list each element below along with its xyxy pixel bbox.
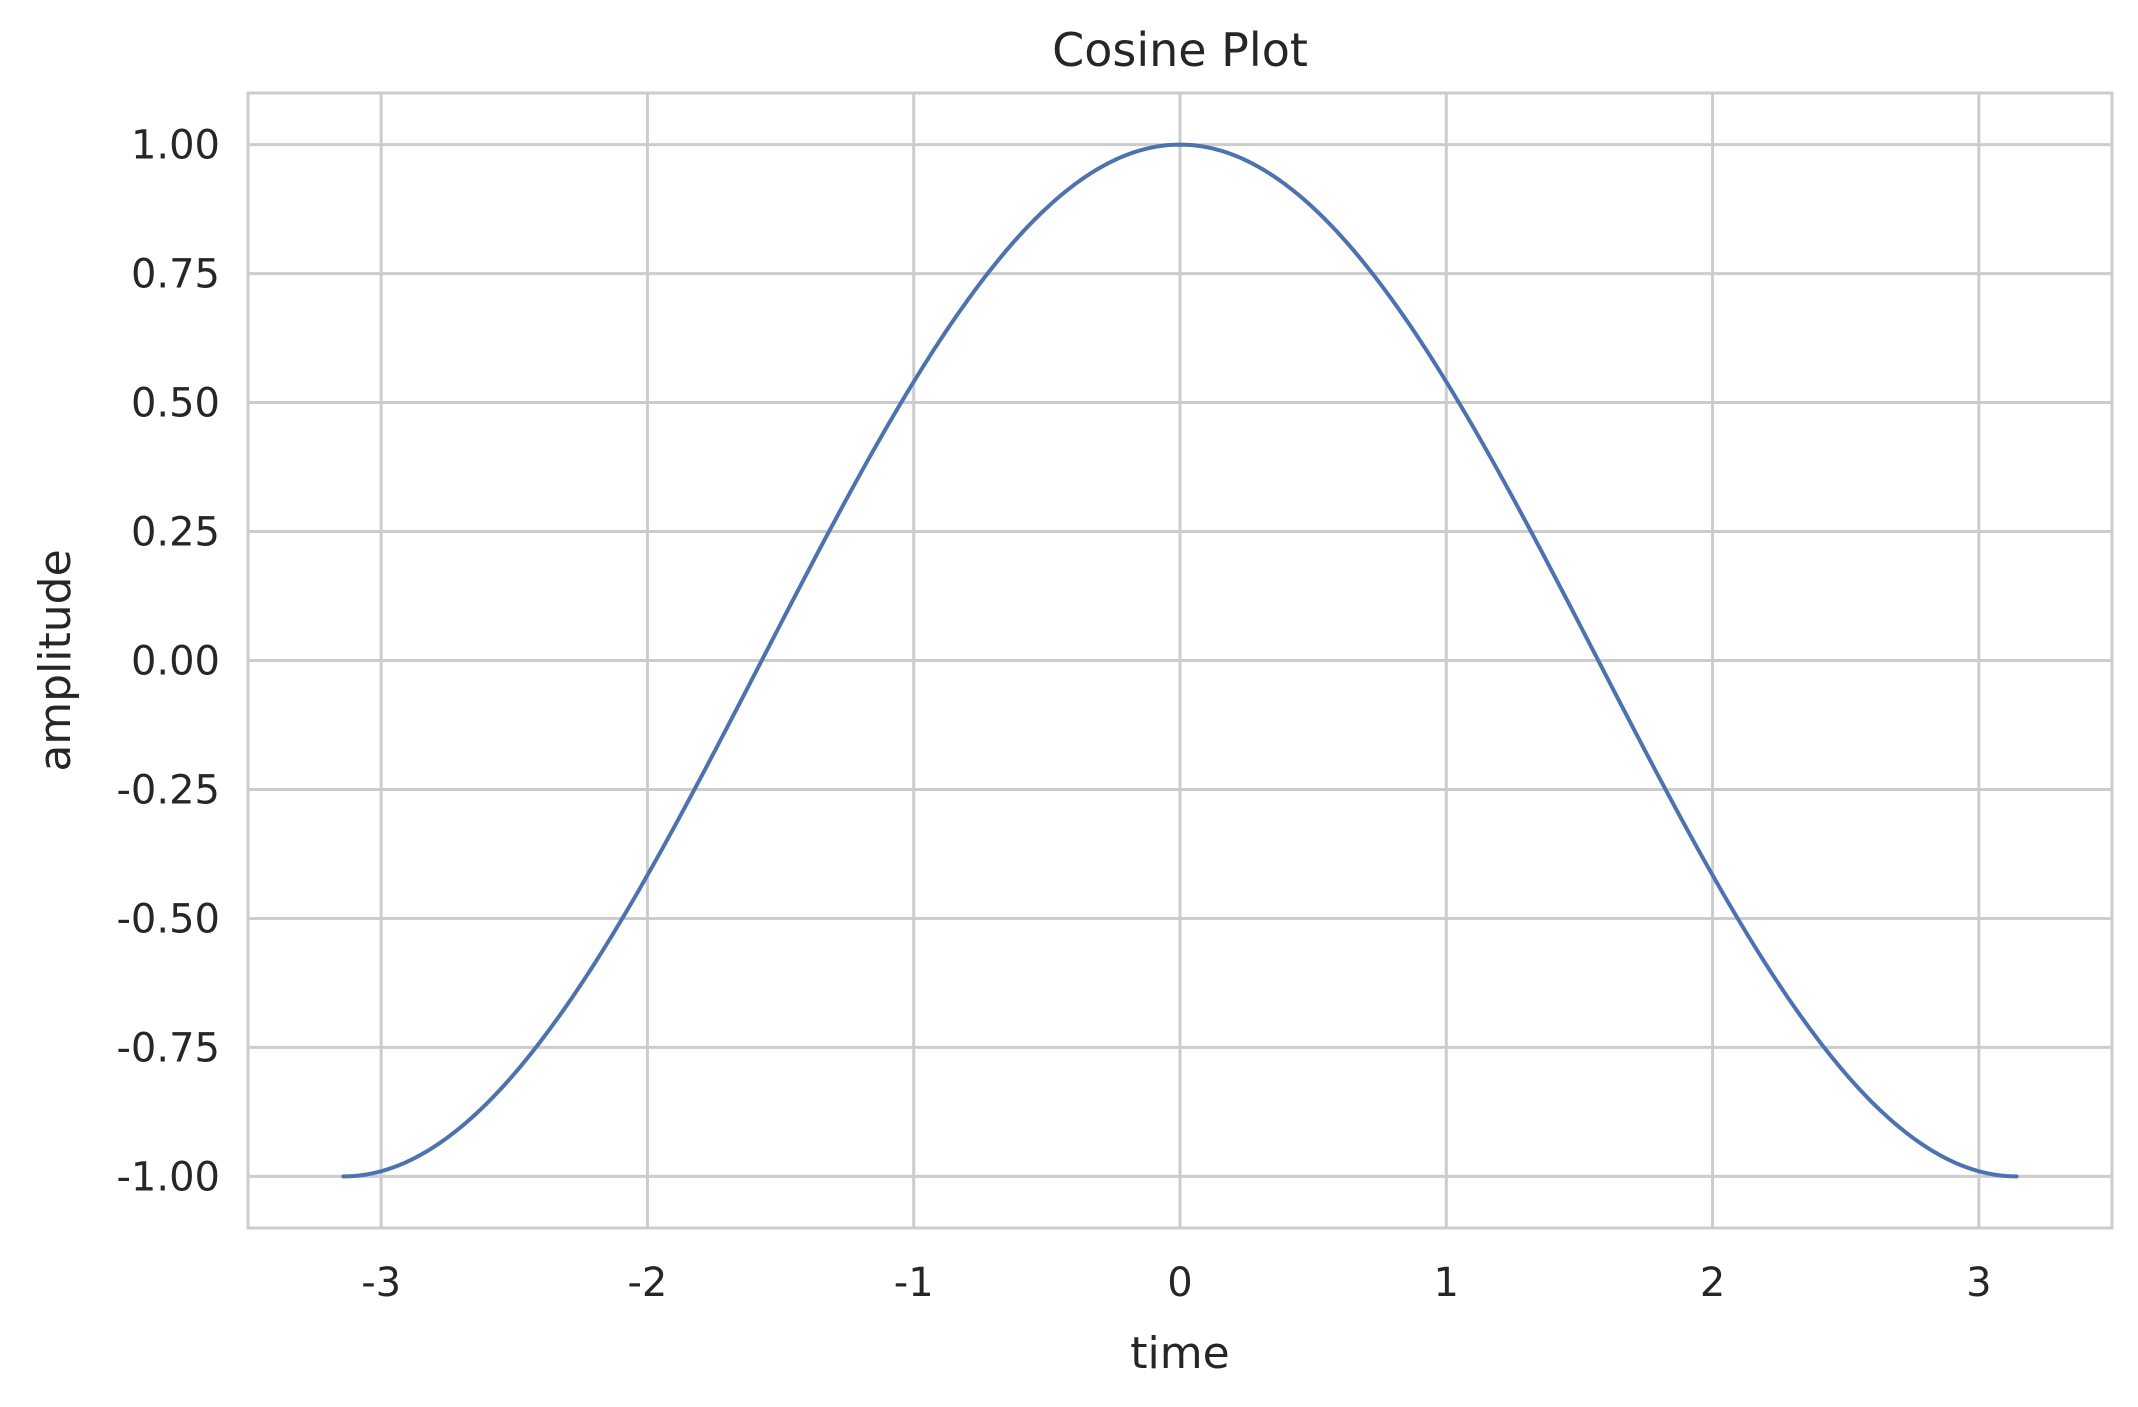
y-axis-label: amplitude xyxy=(30,549,81,771)
cosine-series-line xyxy=(341,142,2019,1179)
y-tick-label: -1.00 xyxy=(117,1154,221,1200)
axes-frame xyxy=(246,91,2114,1230)
y-tick-label: 1.00 xyxy=(131,123,220,169)
x-tick-label: -1 xyxy=(894,1260,934,1306)
series-layer xyxy=(341,142,2019,1179)
x-tick-label: 2 xyxy=(1700,1260,1725,1306)
y-tick-label: 0.25 xyxy=(131,510,220,556)
y-tick-label: 0.50 xyxy=(131,381,220,427)
y-tick-labels: 1.00 0.75 0.50 0.25 0.00 -0.25 -0.50 -0.75 -1.00 xyxy=(117,123,221,1201)
x-tick-labels: -3 -2 -1 0 1 2 3 xyxy=(361,1260,1991,1306)
x-tick-label: 1 xyxy=(1434,1260,1459,1306)
chart-title: Cosine Plot xyxy=(1052,23,1308,77)
x-axis-label: time xyxy=(1130,1328,1229,1379)
x-tick-label: -2 xyxy=(627,1260,667,1306)
x-tick-label: 0 xyxy=(1167,1260,1192,1306)
y-tick-label: 0.00 xyxy=(131,639,220,685)
grid-layer xyxy=(248,93,2112,1228)
y-tick-label: -0.50 xyxy=(117,896,221,942)
x-tick-label: -3 xyxy=(361,1260,401,1306)
y-tick-label: 0.75 xyxy=(131,252,220,298)
y-tick-label: -0.75 xyxy=(117,1025,221,1071)
y-tick-label: -0.25 xyxy=(117,767,221,813)
x-tick-label: 3 xyxy=(1966,1260,1991,1306)
